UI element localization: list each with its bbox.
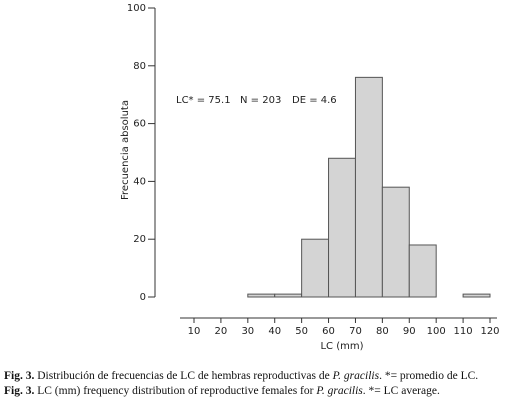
y-tick-label: 20 <box>133 234 146 245</box>
bar <box>408 244 437 298</box>
x-tick-label: 40 <box>268 326 281 337</box>
caption-text: Distribución de frecuencias de LC de hem… <box>34 370 333 382</box>
x-tick-label: 50 <box>295 326 308 337</box>
annotation: LC* = 75.1 <box>176 95 231 106</box>
x-tick-label: 70 <box>349 326 362 337</box>
x-tick-label: 30 <box>241 326 254 337</box>
annotation: DE = 4.6 <box>292 95 337 106</box>
caption-text: . *= LC average. <box>362 385 440 397</box>
x-tick-label: 110 <box>454 326 473 337</box>
x-tick-label: 10 <box>188 326 201 337</box>
y-tick-label: 80 <box>133 61 146 72</box>
chart: Frecuencia absoluta LC (mm) LC* = 75.1 N… <box>120 3 500 352</box>
caption: Fig. 3. LC (mm) frequency distribution o… <box>4 385 440 397</box>
x-tick-label: 80 <box>376 326 389 337</box>
caption-species: P. gracilis <box>332 370 380 382</box>
x-axis-label: LC (mm) <box>320 341 363 352</box>
bar <box>328 157 356 298</box>
x-tick-label: 60 <box>322 326 335 337</box>
bar <box>462 293 491 298</box>
y-tick-label: 40 <box>133 176 146 187</box>
y-tick-label: 100 <box>127 3 146 14</box>
caption: Fig. 3. Distribución de frecuencias de L… <box>4 370 478 382</box>
caption-text: LC (mm) frequency distribution of reprod… <box>34 385 317 397</box>
y-tick-label: 60 <box>133 119 146 130</box>
bar <box>354 76 383 298</box>
bar <box>381 186 410 298</box>
x-tick-label: 120 <box>480 326 499 337</box>
x-tick-label: 20 <box>215 326 228 337</box>
x-tick-label: 90 <box>403 326 416 337</box>
caption-label: Fig. 3. <box>4 385 35 397</box>
bar <box>247 293 276 298</box>
caption-label: Fig. 3. <box>4 370 35 382</box>
bar <box>274 293 303 298</box>
annotation: N = 203 <box>240 95 281 106</box>
x-tick-label: 100 <box>427 326 446 337</box>
caption-species: P. gracilis <box>316 385 363 397</box>
y-tick-label: 0 <box>140 292 146 303</box>
y-axis-label: Frecuencia absoluta <box>120 100 131 200</box>
caption-text: . *= promedio de LC. <box>379 370 479 382</box>
bar <box>301 238 330 298</box>
